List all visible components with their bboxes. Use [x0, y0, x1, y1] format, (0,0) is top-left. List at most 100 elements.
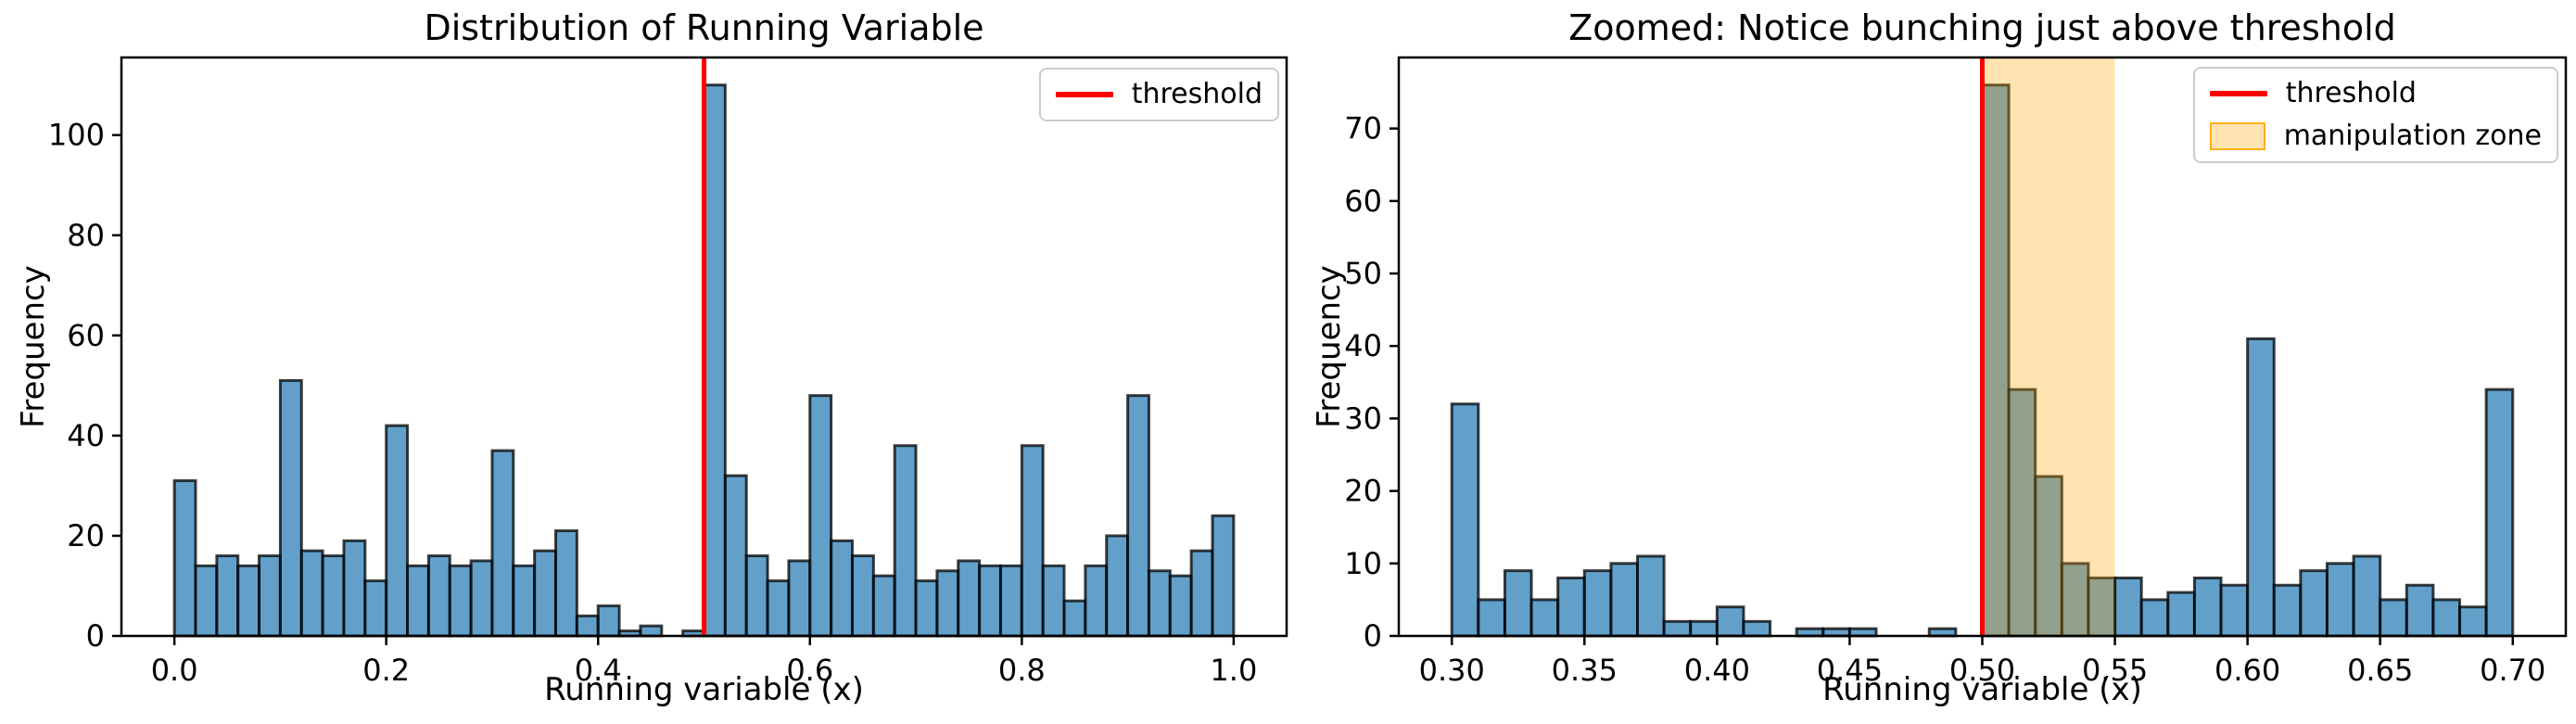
x-tick-label: 0.45 [1817, 653, 1883, 688]
histogram-bar [1715, 605, 1745, 638]
y-tick-label: 0 [86, 618, 105, 654]
manipulation-zone-swatch-icon [2209, 122, 2265, 150]
histogram-bar [998, 564, 1023, 638]
histogram-bar [1742, 619, 1772, 638]
histogram-bar [2484, 387, 2515, 638]
histogram-bar [1105, 534, 1130, 638]
histogram-bar [321, 554, 346, 638]
histogram-bar [830, 539, 854, 638]
y-tick-label: 50 [1344, 256, 1382, 291]
x-tick-label: 0.50 [1949, 653, 2015, 688]
x-tick-label: 0.35 [1552, 653, 1618, 688]
chart2-legend: threshold manipulation zone [2192, 67, 2558, 163]
histogram-bar [1126, 394, 1150, 638]
histogram-bar [2192, 576, 2223, 638]
chart1-plot-area: 0.0 0.2 0.4 0.6 0.8 1.0 0 20 40 60 80 100 [48, 56, 1288, 688]
histogram-bar [1529, 598, 1560, 638]
y-tick-label: 100 [48, 118, 105, 153]
histogram-bar [703, 83, 727, 638]
histogram-bar [2219, 583, 2250, 638]
y-tick-label: 0 [1364, 618, 1382, 654]
histogram-bar [236, 564, 261, 638]
x-tick-label: 0.8 [998, 653, 1046, 688]
y-tick-label: 20 [1344, 474, 1382, 509]
histogram-bar [1689, 619, 1719, 638]
histogram-bar [2060, 562, 2090, 638]
y-tick-label: 30 [1344, 400, 1382, 436]
x-tick-label: 0.30 [1419, 653, 1485, 688]
histogram-bar [2325, 562, 2355, 638]
x-tick-label: 0.40 [1684, 653, 1750, 688]
histogram-bar [2166, 591, 2196, 638]
histogram-bar [1477, 598, 1506, 638]
x-tick-label: 0.60 [2214, 653, 2280, 688]
y-tick-label: 10 [1344, 546, 1382, 581]
legend-entry-threshold: threshold [1055, 78, 1263, 110]
histogram-bar [554, 529, 578, 638]
histogram-bar [639, 624, 664, 638]
histogram-bar [1450, 402, 1480, 638]
histogram-bars [1450, 83, 2515, 638]
histogram-bar [2007, 387, 2037, 638]
histogram-bar [363, 579, 388, 638]
y-tick-label: 60 [67, 318, 105, 353]
histogram-bar [744, 554, 769, 638]
histogram-bar [512, 564, 537, 638]
chart1-title: Distribution of Running Variable [424, 7, 984, 48]
histogram-bar [1147, 569, 1172, 638]
manipulation-zone [1982, 57, 2115, 636]
histogram-bar [871, 574, 896, 638]
histogram-bar [2272, 583, 2303, 638]
legend-label-threshold: threshold [1131, 78, 1263, 110]
histogram-bars [172, 83, 1236, 638]
x-tick-label: 0.6 [786, 653, 833, 688]
histogram-bar [2034, 475, 2063, 638]
histogram-bar [808, 394, 833, 638]
histogram-bar [893, 444, 918, 638]
histogram-bar [1503, 569, 1533, 638]
y-tick-label: 70 [1344, 111, 1382, 146]
histogram-bar [1189, 549, 1214, 638]
histogram-bar [787, 559, 812, 638]
histogram-bar [194, 564, 219, 638]
histogram-bar [2299, 569, 2329, 638]
x-tick-label: 0.2 [362, 653, 410, 688]
y-tick-label: 80 [67, 218, 105, 253]
histogram-bar [469, 559, 494, 638]
histogram-bar [1636, 554, 1666, 638]
histogram-bar [2246, 337, 2276, 638]
histogram-bar [406, 564, 430, 638]
chart2-xlabel: Running variable (x) [1822, 671, 2142, 708]
histogram-bar [2352, 554, 2382, 638]
histogram-bar [1211, 514, 1236, 638]
threshold-line-swatch-icon [2209, 91, 2267, 96]
x-tick-label: 0.0 [151, 653, 198, 688]
histogram-bar [2431, 598, 2462, 638]
histogram-bar [2113, 576, 2143, 638]
histogram-bar [342, 539, 367, 638]
y-tick-label: 60 [1344, 184, 1382, 219]
threshold-line-swatch-icon [1055, 92, 1113, 97]
histogram-bar [299, 549, 324, 638]
histogram-bar [1556, 576, 1586, 638]
histogram-bar [2139, 598, 2170, 638]
histogram-bar [2379, 598, 2408, 638]
histogram-bar [766, 579, 791, 638]
histogram-bar [215, 554, 240, 638]
y-tick-label: 40 [1344, 328, 1382, 363]
histogram-bar [1020, 444, 1045, 638]
chart1-ylabel: Frequency [15, 265, 52, 428]
histogram-bar [385, 424, 410, 638]
histogram-bar [978, 564, 1002, 638]
histogram-bar [1041, 564, 1066, 638]
chart1-legend: threshold [1038, 68, 1279, 121]
histogram-bar [1582, 569, 1613, 638]
chart1-xlabel: Running variable (x) [544, 671, 864, 708]
legend-entry-threshold: threshold [2209, 78, 2542, 109]
histogram-bar [914, 579, 939, 638]
histogram-bar [596, 604, 621, 638]
x-tick-label: 0.70 [2480, 653, 2545, 688]
histogram-bar [2405, 583, 2435, 638]
x-tick-label: 1.0 [1210, 653, 1257, 688]
